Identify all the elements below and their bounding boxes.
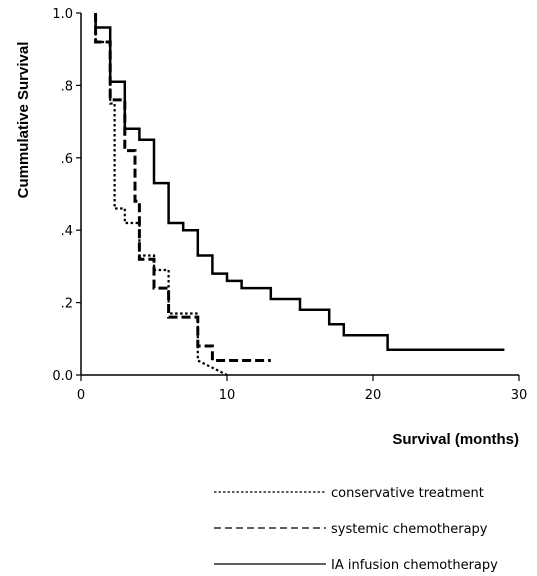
series-line-3 (94, 13, 505, 351)
x-tick-label: 20 (365, 388, 382, 403)
y-tick-label: .4 (61, 224, 73, 239)
y-tick-label: .8 (61, 79, 73, 94)
chart-series (94, 13, 505, 376)
series-line-1 (94, 13, 228, 376)
y-axis-title: Cummulative Survival (15, 42, 32, 199)
x-tick-label: 10 (219, 388, 236, 403)
legend-label-2: systemic chemotherapy (331, 522, 488, 537)
series-line-2 (94, 13, 271, 362)
y-tick-label: 1.0 (52, 7, 73, 22)
chart-ticks: 0 10 20 30 0.0 .2 .4 .6 .8 1.0 (52, 7, 527, 403)
x-axis-title: Survival (months) (392, 431, 519, 448)
legend-label-3: IA infusion chemotherapy (331, 558, 498, 573)
y-tick-label: .2 (61, 297, 73, 312)
y-tick-label: 0.0 (52, 369, 73, 384)
legend-label-1: conservative treatment (331, 486, 484, 501)
x-tick-label: 30 (511, 388, 528, 403)
chart-legend: conservative treatment systemic chemother… (214, 486, 498, 573)
chart-axes (80, 13, 519, 376)
x-tick-label: 0 (77, 388, 85, 403)
y-tick-label: .6 (61, 152, 73, 167)
